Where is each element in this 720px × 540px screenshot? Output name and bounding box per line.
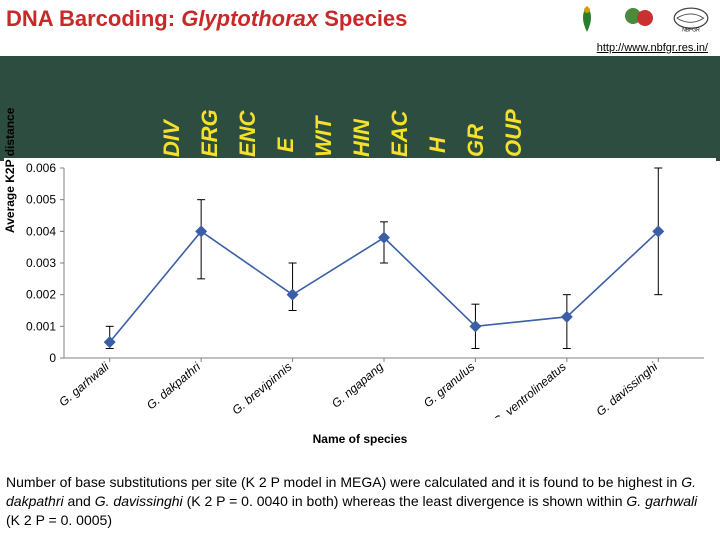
logo-nbfgr-icon: NBFGR: [670, 2, 712, 36]
caption-end: (K 2 P = 0. 0005): [6, 512, 112, 528]
svg-text:G. ventrolineatus: G. ventrolineatus: [490, 360, 568, 418]
logo-farmer-icon: [618, 2, 660, 36]
svg-text:0.001: 0.001: [26, 319, 56, 333]
band-label: WIT: [311, 133, 337, 157]
title-suffix: Species: [324, 6, 407, 31]
svg-text:G. dakpathri: G. dakpathri: [144, 359, 203, 412]
logo-icar-icon: [566, 2, 608, 36]
band-label: OUP: [501, 133, 527, 157]
caption-mid2: (K 2 P = 0. 0040 in both) whereas the le…: [187, 493, 627, 509]
k2p-chart: 0 0.001 0.002 0.003 0.004 0.005 0.006 G. garhwa…: [4, 158, 716, 418]
svg-text:0.002: 0.002: [26, 288, 56, 302]
svg-text:G. ngapang: G. ngapang: [329, 359, 386, 410]
band-label: E: [273, 133, 299, 157]
band-label: H: [425, 133, 451, 157]
source-url-link[interactable]: http://www.nbfgr.res.in/: [597, 42, 708, 54]
y-axis-label: Average K2P distance: [3, 217, 17, 233]
svg-text:0.004: 0.004: [26, 224, 56, 238]
band-label: GR: [463, 133, 489, 157]
caption-mid1: and: [67, 493, 94, 509]
band-label: ERG: [197, 133, 223, 157]
svg-text:G. garhwali: G. garhwali: [56, 359, 112, 409]
svg-text:G. granulus: G. granulus: [421, 360, 478, 411]
title-prefix: DNA Barcoding:: [6, 6, 175, 31]
title-genus: Glyptothorax: [181, 6, 318, 31]
header: DNA Barcoding: Glyptothorax Species NBFG…: [0, 0, 720, 40]
svg-text:G. brevipinnis: G. brevipinnis: [229, 360, 294, 418]
band-label: DIV: [159, 133, 185, 157]
svg-text:NBFGR: NBFGR: [682, 28, 700, 34]
caption-text: Number of base substitutions per site (K…: [6, 473, 714, 530]
caption-species-2: G. davissinghi: [95, 493, 183, 509]
svg-text:0.005: 0.005: [26, 193, 56, 207]
caption-pre: Number of base substitutions per site (K…: [6, 474, 681, 490]
band-label: ENC: [235, 133, 261, 157]
logo-row: NBFGR: [566, 2, 712, 36]
band-label: EAC: [387, 133, 413, 157]
x-axis-label: Name of species: [4, 432, 716, 446]
svg-text:0.006: 0.006: [26, 161, 56, 175]
band-vertical-labels: DIV ERG ENC E WIT HIN EAC H GR OUP: [160, 60, 526, 158]
caption-species-3: G. garhwali: [626, 493, 697, 509]
page-title: DNA Barcoding: Glyptothorax Species: [6, 6, 407, 32]
svg-text:0.003: 0.003: [26, 256, 56, 270]
chart-container: Average K2P distance 0 0.001 0.002 0.003 0.0…: [4, 158, 716, 448]
svg-text:G. davissinghi: G. davissinghi: [593, 359, 660, 418]
svg-text:0: 0: [49, 351, 56, 365]
band-label: HIN: [349, 133, 375, 157]
